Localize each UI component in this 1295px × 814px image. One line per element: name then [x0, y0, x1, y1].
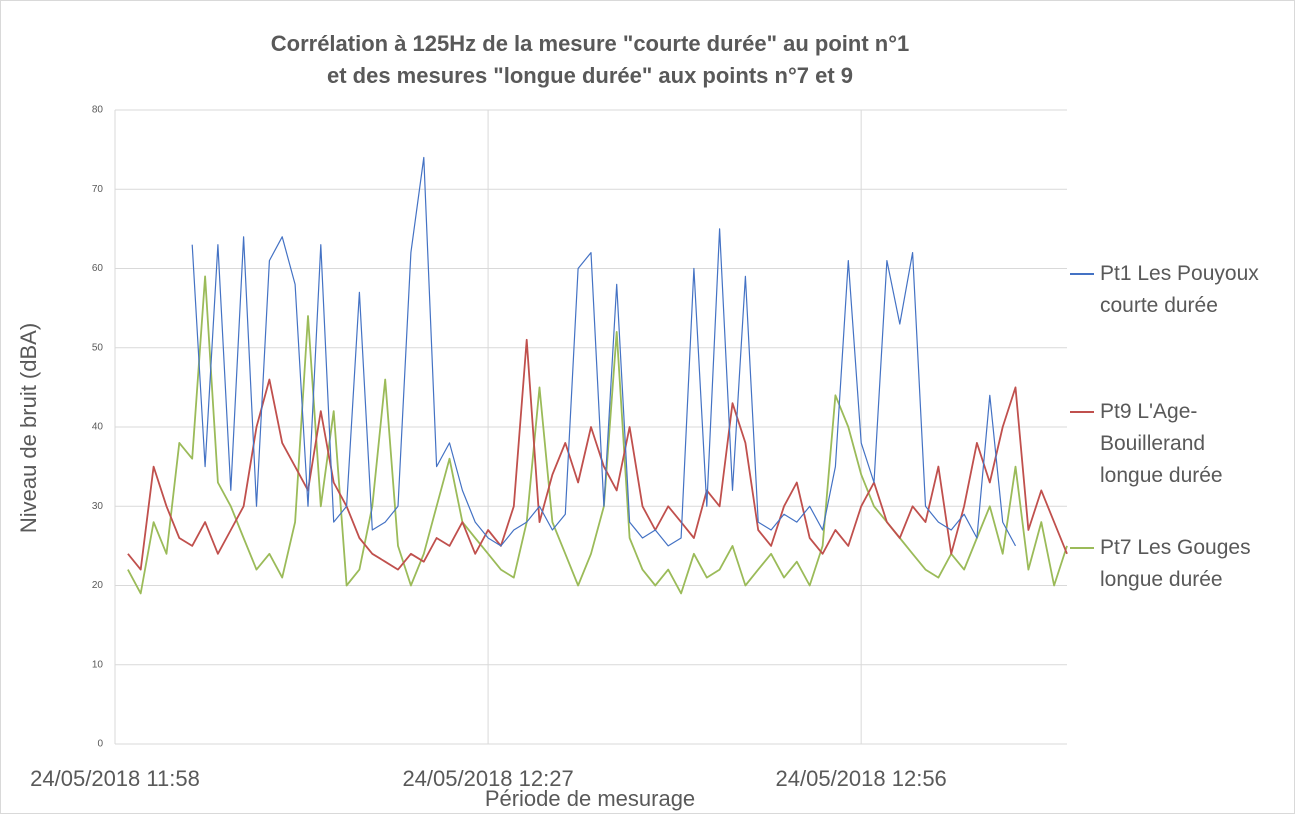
legend-entry: Pt7 Les Gouges longue durée	[1100, 536, 1251, 591]
y-tick-label: 60	[92, 263, 104, 274]
chart-title: et des mesures "longue durée" aux points…	[327, 63, 853, 88]
legend-entry: Pt9 L'Age-Bouillerand longue durée	[1100, 400, 1223, 487]
y-tick-label: 70	[92, 184, 104, 195]
series-line	[127, 338, 1068, 571]
y-axis-label: Niveau de bruit (dBA)	[16, 323, 41, 533]
y-tick-label: 80	[92, 105, 104, 116]
x-axis-label: Période de mesurage	[485, 786, 695, 811]
x-tick-label: 24/05/2018 12:27	[402, 766, 573, 791]
series-line	[127, 275, 1068, 595]
chart-title: Corrélation à 125Hz de la mesure "courte…	[271, 31, 910, 56]
series-line	[191, 156, 1017, 547]
y-tick-label: 50	[92, 342, 104, 353]
y-tick-label: 40	[92, 422, 104, 433]
y-tick-label: 10	[92, 659, 104, 670]
y-tick-label: 30	[92, 501, 104, 512]
x-tick-label: 24/05/2018 12:56	[776, 766, 947, 791]
x-tick-label: 24/05/2018 11:58	[30, 766, 200, 791]
y-tick-label: 20	[92, 580, 104, 591]
y-tick-label: 0	[97, 739, 103, 750]
legend-entry: Pt1 Les Pouyoux courte durée	[1100, 262, 1259, 317]
